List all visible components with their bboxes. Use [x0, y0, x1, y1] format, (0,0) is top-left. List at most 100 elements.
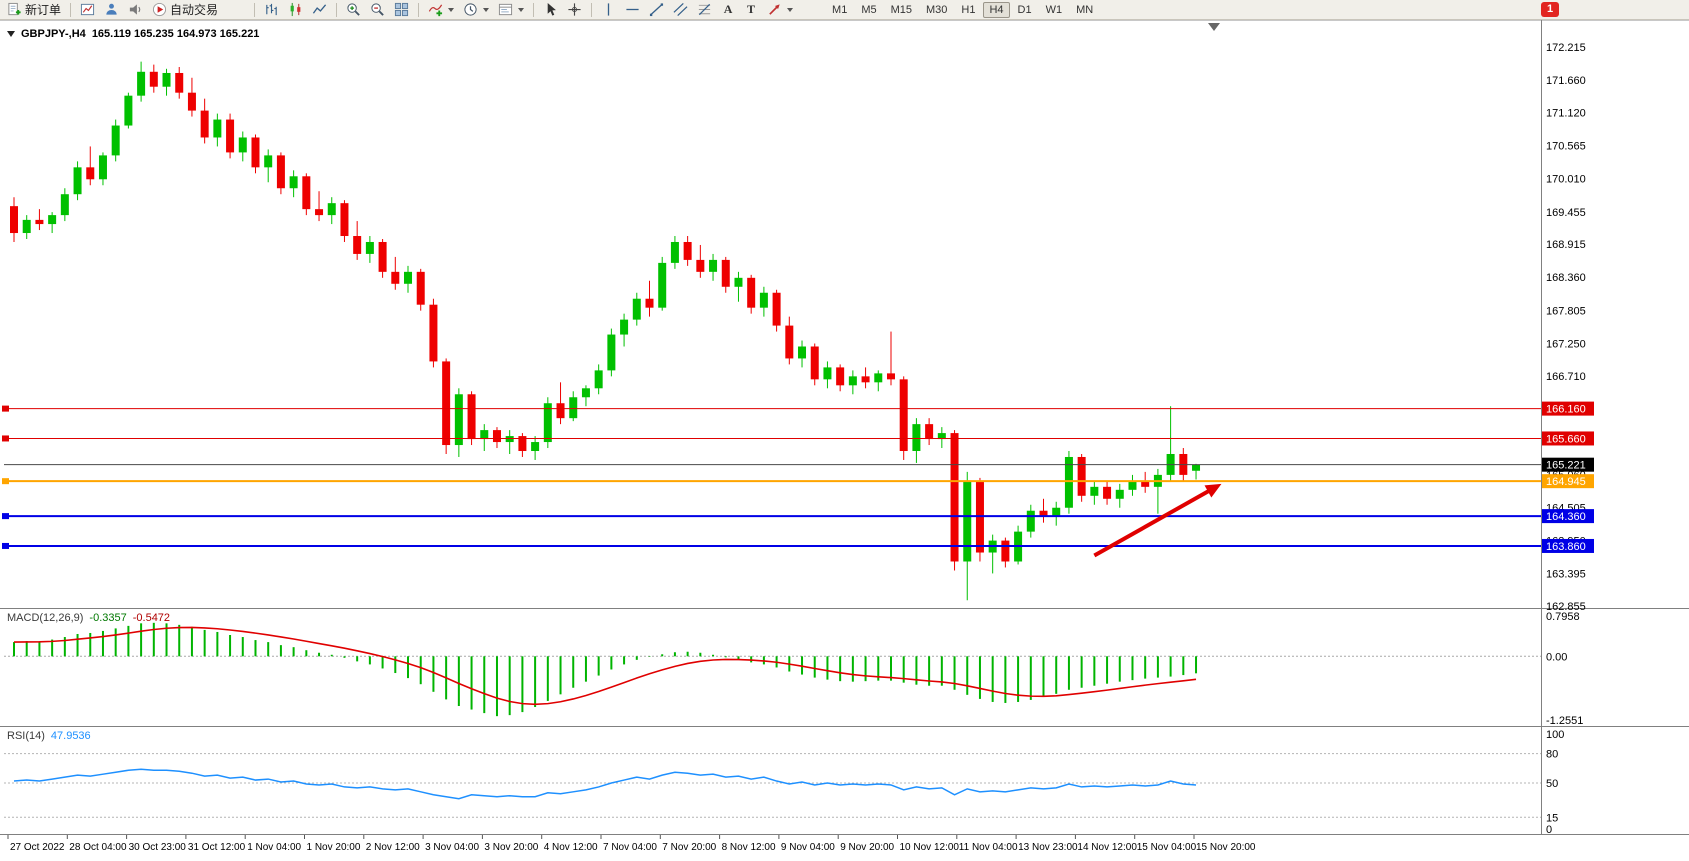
candlestick-chart-icon [290, 2, 301, 17]
indicators-button[interactable] [424, 1, 458, 19]
bull-candle [798, 346, 807, 359]
timeframe-M1[interactable]: M1 [832, 3, 848, 16]
bull-candle [1026, 510, 1035, 532]
fibonacci-icon [698, 3, 711, 16]
bull-candle [734, 277, 743, 287]
bull-candle [48, 215, 57, 225]
vertical-line-button[interactable] [597, 1, 620, 19]
profiles-button[interactable] [100, 1, 123, 19]
bull-candle [1090, 486, 1099, 496]
time-label: 8 Nov 12:00 [722, 842, 776, 853]
time-label: 3 Nov 20:00 [484, 842, 538, 853]
toolbar-separator [533, 2, 535, 17]
rsi-value: 47.9536 [50, 730, 91, 742]
horizontal-line-button[interactable] [621, 1, 644, 19]
price-tag-label: 163.860 [1546, 541, 1586, 553]
vertical-line-icon [607, 3, 610, 16]
hline-left-marker[interactable] [2, 405, 9, 412]
label-button[interactable]: T [740, 1, 762, 19]
bear-candle [836, 367, 845, 386]
new-order-label: 新订单 [25, 3, 62, 17]
bear-candle [1039, 510, 1048, 517]
chart-window-button[interactable] [76, 1, 99, 19]
text-button[interactable]: A [717, 1, 739, 19]
notification-badge[interactable]: 1 [1541, 2, 1559, 17]
bear-candle [378, 241, 387, 272]
alerts-button[interactable] [124, 1, 147, 19]
chart-shift-marker[interactable] [1208, 23, 1220, 31]
rsi-pane[interactable] [0, 728, 1541, 834]
bear-candle [645, 298, 654, 308]
rsi-label: RSI(14) 47.9536 [7, 730, 91, 742]
cursor-button[interactable] [539, 1, 562, 19]
timeframe-D1[interactable]: D1 [1017, 3, 1032, 16]
periods-button[interactable] [459, 1, 493, 19]
timeframe-H1[interactable]: H1 [961, 3, 976, 16]
one-click-trading-toggle[interactable] [7, 31, 15, 37]
macd-pane[interactable] [0, 610, 1541, 726]
templates-button[interactable] [494, 1, 528, 19]
bar-chart-icon [266, 3, 277, 16]
zoom-in-button[interactable] [342, 1, 365, 19]
macd-name: MACD(12,26,9) [7, 612, 84, 624]
macd-main-value: -0.3357 [89, 612, 127, 624]
rsi-scale-label: 80 [1546, 749, 1558, 761]
auto-trading-button[interactable]: 自动交易 [148, 1, 222, 19]
bull-candle [1192, 464, 1201, 471]
zoom-out-button[interactable] [366, 1, 389, 19]
price-tag-label: 164.360 [1546, 511, 1586, 523]
toolbar-separator [254, 2, 256, 17]
candlestick-chart-button[interactable] [284, 1, 307, 19]
chart-symbol-period: GBPJPY-,H4 [21, 28, 86, 40]
hline-left-marker[interactable] [2, 478, 9, 485]
tile-windows-button[interactable] [390, 1, 413, 19]
timeframe-M30[interactable]: M30 [926, 3, 948, 16]
new-order-button[interactable]: 新订单 [3, 1, 65, 19]
time-label: 31 Oct 12:00 [188, 842, 246, 853]
chart-canvas[interactable]: 172.215 171.660 171.120 170.565 170.010 169.4… [0, 20, 1689, 861]
price-tag [1542, 538, 1594, 553]
rsi-scale-label: 15 [1546, 812, 1558, 824]
bear-candle [10, 206, 18, 234]
timeframe-MN[interactable]: MN [1076, 3, 1094, 16]
channel-button[interactable] [669, 1, 692, 19]
timeframe-M5[interactable]: M5 [861, 3, 877, 16]
toolbar: 新订单 自动交易 [0, 0, 1689, 20]
hline-left-marker[interactable] [2, 542, 9, 549]
bear-candle [556, 403, 565, 419]
bar-chart-button[interactable] [260, 1, 283, 19]
bull-candle [22, 219, 31, 234]
timeframe-H4[interactable]: H4 [983, 1, 1010, 18]
zoom-out-icon [371, 3, 384, 16]
timeframe-M15[interactable]: M15 [890, 3, 912, 16]
price-scale-label: 171.120 [1546, 107, 1586, 119]
auto-trading-icon [152, 2, 167, 17]
bear-candle [175, 72, 184, 93]
line-chart-button[interactable] [308, 1, 331, 19]
bull-candle [823, 367, 832, 380]
trend-arrow[interactable] [1093, 487, 1213, 558]
trend-arrow-head[interactable] [1204, 483, 1222, 498]
bull-candle [73, 167, 82, 195]
bull-candle [874, 373, 883, 383]
bull-candle [124, 95, 133, 126]
toolbar-separator [418, 2, 420, 17]
bull-candle [963, 480, 972, 562]
bull-candle [759, 292, 768, 308]
fibonacci-button[interactable] [693, 1, 716, 19]
main-price-pane[interactable] [0, 21, 1541, 608]
time-label: 15 Nov 04:00 [1137, 842, 1197, 853]
price-tag [1542, 509, 1594, 524]
hline-left-marker[interactable] [2, 435, 9, 442]
bull-candle [404, 271, 413, 284]
trendline-button[interactable] [645, 1, 668, 19]
bear-candle [315, 209, 324, 216]
bear-candle [429, 304, 438, 362]
arrows-button[interactable] [763, 1, 797, 19]
bear-candle [391, 271, 400, 284]
timeframe-W1[interactable]: W1 [1045, 3, 1063, 16]
hline-left-marker[interactable] [2, 513, 9, 520]
bear-candle [861, 376, 870, 383]
crosshair-button[interactable] [563, 1, 586, 19]
templates-caret-icon [518, 7, 525, 12]
